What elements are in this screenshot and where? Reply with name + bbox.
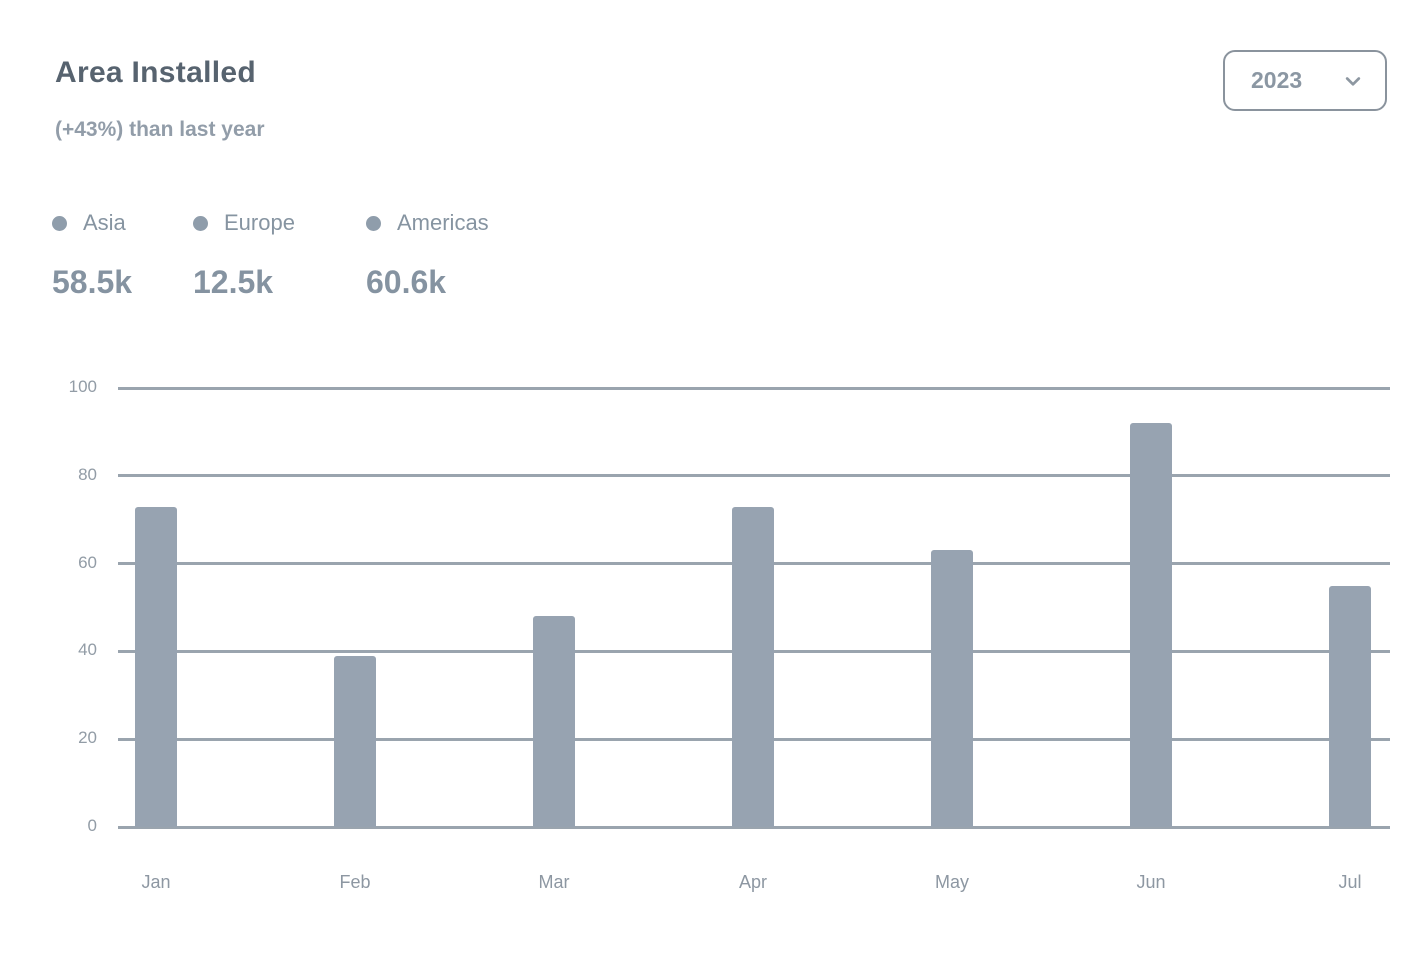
x-axis-tick-label: Feb — [339, 872, 371, 892]
legend-total-americas: 60.6k — [366, 264, 447, 300]
page-title: Area Installed — [55, 56, 256, 89]
x-axis-tick-label: Jan — [141, 872, 171, 892]
legend-dot-icon — [193, 215, 208, 231]
y-axis-tick-label: 60 — [78, 552, 97, 572]
year-select-value: 2023 — [1251, 67, 1303, 93]
gridline — [118, 386, 1390, 390]
bar[interactable] — [732, 506, 774, 827]
year-select-dropdown[interactable]: 2023 — [1223, 50, 1387, 111]
y-axis-tick-label: 100 — [68, 377, 97, 396]
bar[interactable] — [1130, 423, 1172, 827]
x-axis-tick-label: Mar — [538, 872, 570, 892]
bar[interactable] — [135, 506, 177, 827]
bar[interactable] — [334, 655, 376, 827]
legend-item-europe: Europe — [193, 208, 295, 238]
legend-label: Europe — [224, 210, 295, 235]
legend-dot-icon — [52, 215, 67, 231]
legend-label: Americas — [397, 210, 489, 235]
legend-dot-icon — [366, 215, 381, 231]
y-axis-tick-label: 40 — [78, 640, 97, 660]
x-axis-tick-label: Apr — [738, 872, 767, 892]
y-axis-tick-label: 20 — [78, 728, 97, 748]
legend-total-europe: 12.5k — [193, 264, 274, 300]
x-axis-tick-label: May — [934, 872, 969, 892]
legend-item-americas: Americas — [366, 208, 489, 238]
gridline — [118, 474, 1390, 478]
x-axis-tick-label: Jul — [1338, 872, 1362, 892]
y-axis-tick-label: 0 — [87, 816, 97, 835]
gridline — [118, 825, 1390, 829]
x-axis-tick-label: Jun — [1136, 872, 1166, 892]
legend-label: Asia — [83, 210, 126, 235]
bar[interactable] — [533, 616, 575, 827]
y-axis-tick-label: 80 — [78, 464, 97, 484]
page-subtitle: (+43%) than last year — [55, 118, 265, 141]
bar[interactable] — [1329, 585, 1371, 827]
bar[interactable] — [931, 550, 973, 827]
legend-item-asia: Asia — [52, 208, 126, 238]
legend-total-asia: 58.5k — [52, 264, 133, 300]
chevron-down-icon — [1343, 71, 1363, 91]
